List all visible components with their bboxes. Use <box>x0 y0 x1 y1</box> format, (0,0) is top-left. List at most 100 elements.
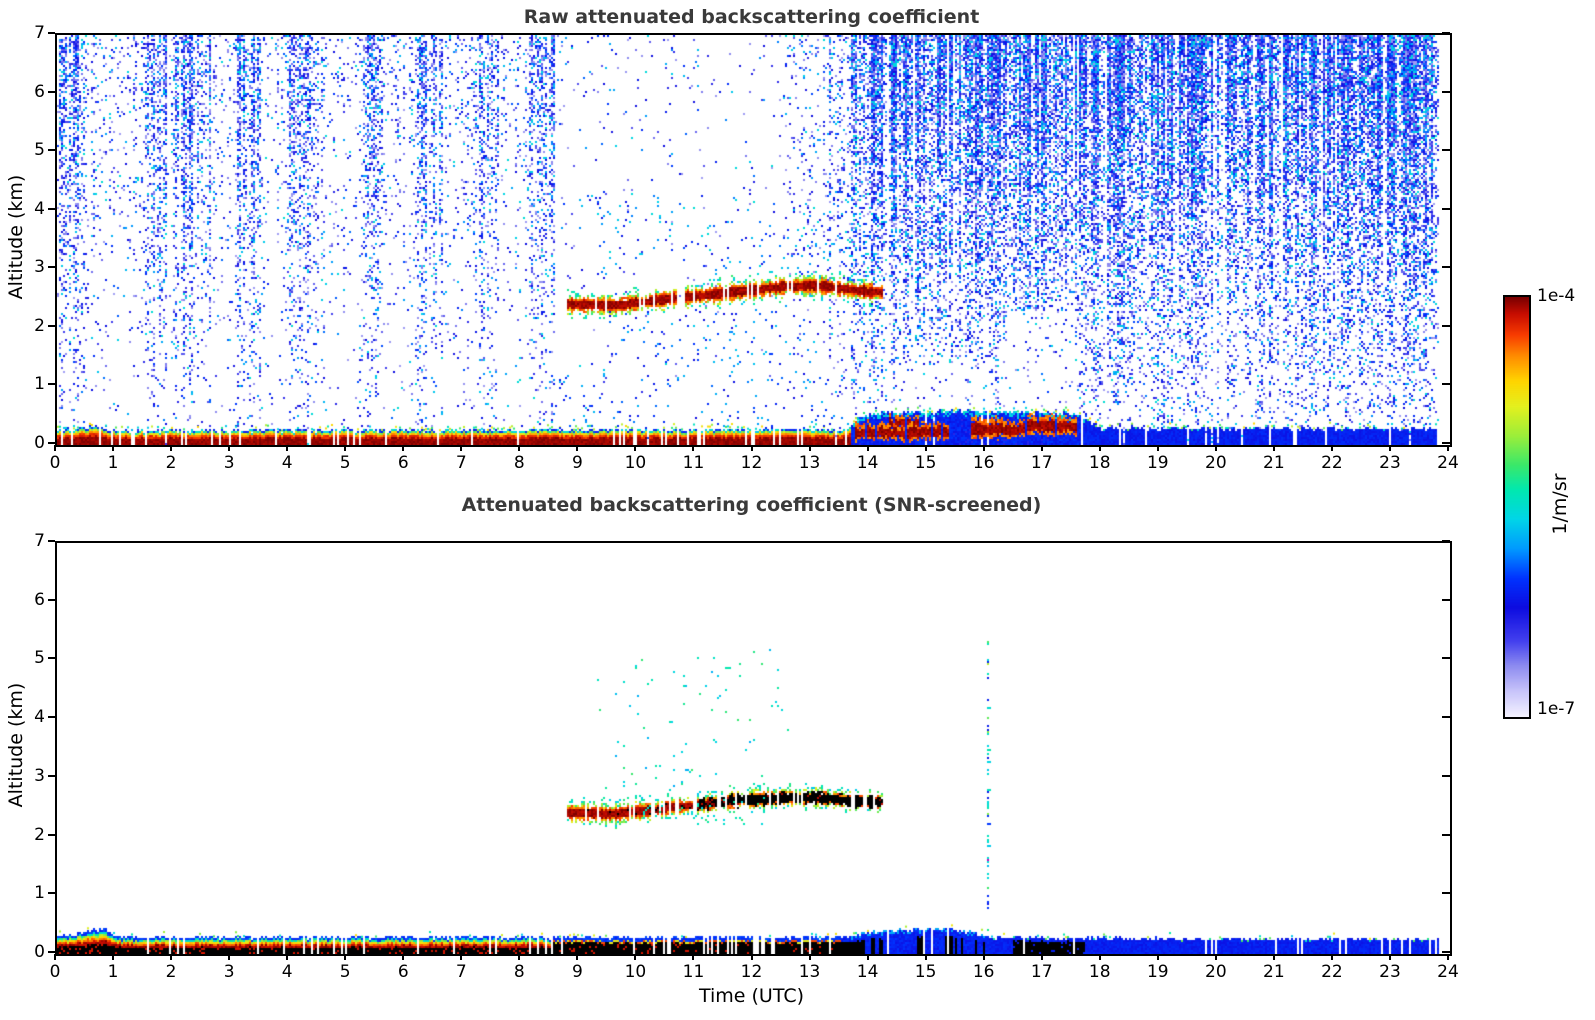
y-tick-label: 4 <box>34 707 45 728</box>
x-axis-label: Time (UTC) <box>698 985 805 1007</box>
x-tick-mark <box>750 954 753 960</box>
x-tick-label: 8 <box>513 453 525 473</box>
y-tick-label: 3 <box>34 765 45 786</box>
x-tick-label: 23 <box>1379 962 1401 982</box>
y-tick-label: 6 <box>34 589 45 610</box>
x-tick-mark <box>1156 954 1159 960</box>
y-tick-label: 1 <box>34 374 45 395</box>
x-tick-mark <box>1272 445 1275 451</box>
x-tick-mark <box>344 954 347 960</box>
colorbar-gradient-canvas <box>1505 297 1529 717</box>
y-tick-mark <box>48 657 55 660</box>
x-tick-mark <box>808 445 811 451</box>
x-tick-label: 5 <box>339 962 351 982</box>
panel-title-screened: Attenuated backscattering coefficient (S… <box>461 494 1042 516</box>
x-tick-mark <box>1214 445 1217 451</box>
x-tick-label: 24 <box>1437 962 1459 982</box>
x-tick-mark <box>460 954 463 960</box>
x-tick-mark <box>170 954 173 960</box>
x-tick-mark <box>924 954 927 960</box>
x-tick-label: 24 <box>1437 453 1459 473</box>
x-tick-label: 4 <box>281 962 293 982</box>
panel-title-raw: Raw attenuated backscattering coefficien… <box>523 6 980 28</box>
y-tick-mark <box>48 442 55 444</box>
x-tick-label: 20 <box>1205 962 1227 982</box>
y-tick-mark <box>48 774 55 777</box>
x-tick-label: 16 <box>972 453 995 473</box>
x-tick-label: 22 <box>1321 453 1343 473</box>
raw-heatmap-canvas <box>57 35 1450 445</box>
x-tick-mark <box>518 445 521 451</box>
colorbar-max-label: 1e-4 <box>1537 286 1576 306</box>
x-tick-mark <box>518 954 521 960</box>
x-tick-label: 12 <box>740 453 763 473</box>
y-tick-mark <box>48 32 55 34</box>
x-tick-mark <box>402 445 405 451</box>
x-tick-mark <box>1272 954 1275 960</box>
x-tick-label: 20 <box>1205 453 1227 473</box>
y-tick-label: 7 <box>34 531 45 551</box>
x-tick-label: 19 <box>1146 453 1169 473</box>
x-tick-mark <box>750 445 753 451</box>
y-tick-mark-right <box>1442 442 1450 444</box>
x-tick-mark <box>1388 954 1391 960</box>
x-tick-mark <box>866 954 869 960</box>
x-tick-label: 5 <box>339 453 351 473</box>
y-tick-label: 6 <box>34 81 45 102</box>
x-tick-mark <box>692 445 695 451</box>
x-tick-mark <box>54 445 56 451</box>
x-tick-label: 14 <box>856 962 879 982</box>
x-tick-label: 21 <box>1263 453 1285 473</box>
y-tick-mark-right <box>1442 951 1450 953</box>
y-tick-mark <box>48 716 55 719</box>
y-tick-label: 0 <box>34 433 45 453</box>
x-tick-label: 13 <box>798 453 821 473</box>
y-tick-mark-right <box>1442 892 1450 895</box>
x-tick-mark <box>1040 445 1043 451</box>
y-tick-mark <box>48 324 55 327</box>
plot-area-screened <box>55 541 1452 956</box>
y-tick-mark <box>48 383 55 386</box>
y-tick-mark-right <box>1442 324 1450 327</box>
y-tick-label: 5 <box>34 648 45 669</box>
x-tick-label: 14 <box>856 453 879 473</box>
x-tick-label: 10 <box>624 453 647 473</box>
x-tick-label: 21 <box>1263 962 1285 982</box>
x-tick-mark <box>402 954 405 960</box>
x-tick-label: 22 <box>1321 962 1343 982</box>
y-tick-mark <box>48 833 55 836</box>
y-tick-label: 7 <box>34 23 45 43</box>
y-tick-mark <box>48 207 55 210</box>
x-tick-mark <box>1214 954 1217 960</box>
x-tick-label: 3 <box>223 962 235 982</box>
x-tick-label: 0 <box>49 453 61 473</box>
x-tick-label: 6 <box>397 453 409 473</box>
y-tick-label: 2 <box>34 824 45 845</box>
plot-area-raw <box>55 33 1452 447</box>
x-tick-label: 7 <box>455 453 467 473</box>
x-tick-label: 9 <box>571 453 583 473</box>
x-tick-mark <box>1447 954 1449 960</box>
x-tick-label: 3 <box>223 453 235 473</box>
x-tick-label: 17 <box>1030 453 1053 473</box>
x-tick-label: 13 <box>798 962 821 982</box>
x-tick-label: 23 <box>1379 453 1401 473</box>
colorbar-unit-label: 1/m/sr <box>1549 473 1571 535</box>
x-tick-label: 1 <box>107 453 119 473</box>
x-tick-mark <box>576 445 579 451</box>
x-tick-mark <box>576 954 579 960</box>
x-tick-mark <box>228 954 231 960</box>
x-tick-label: 2 <box>165 962 177 982</box>
y-tick-mark <box>48 149 55 152</box>
x-tick-mark <box>692 954 695 960</box>
x-tick-label: 17 <box>1030 962 1053 982</box>
x-tick-mark <box>54 954 56 960</box>
y-tick-mark <box>48 266 55 269</box>
y-tick-mark <box>48 540 55 542</box>
x-tick-label: 11 <box>682 962 705 982</box>
y-tick-mark-right <box>1442 90 1450 93</box>
y-tick-mark-right <box>1442 149 1450 152</box>
x-tick-mark <box>924 445 927 451</box>
x-tick-mark <box>228 445 231 451</box>
